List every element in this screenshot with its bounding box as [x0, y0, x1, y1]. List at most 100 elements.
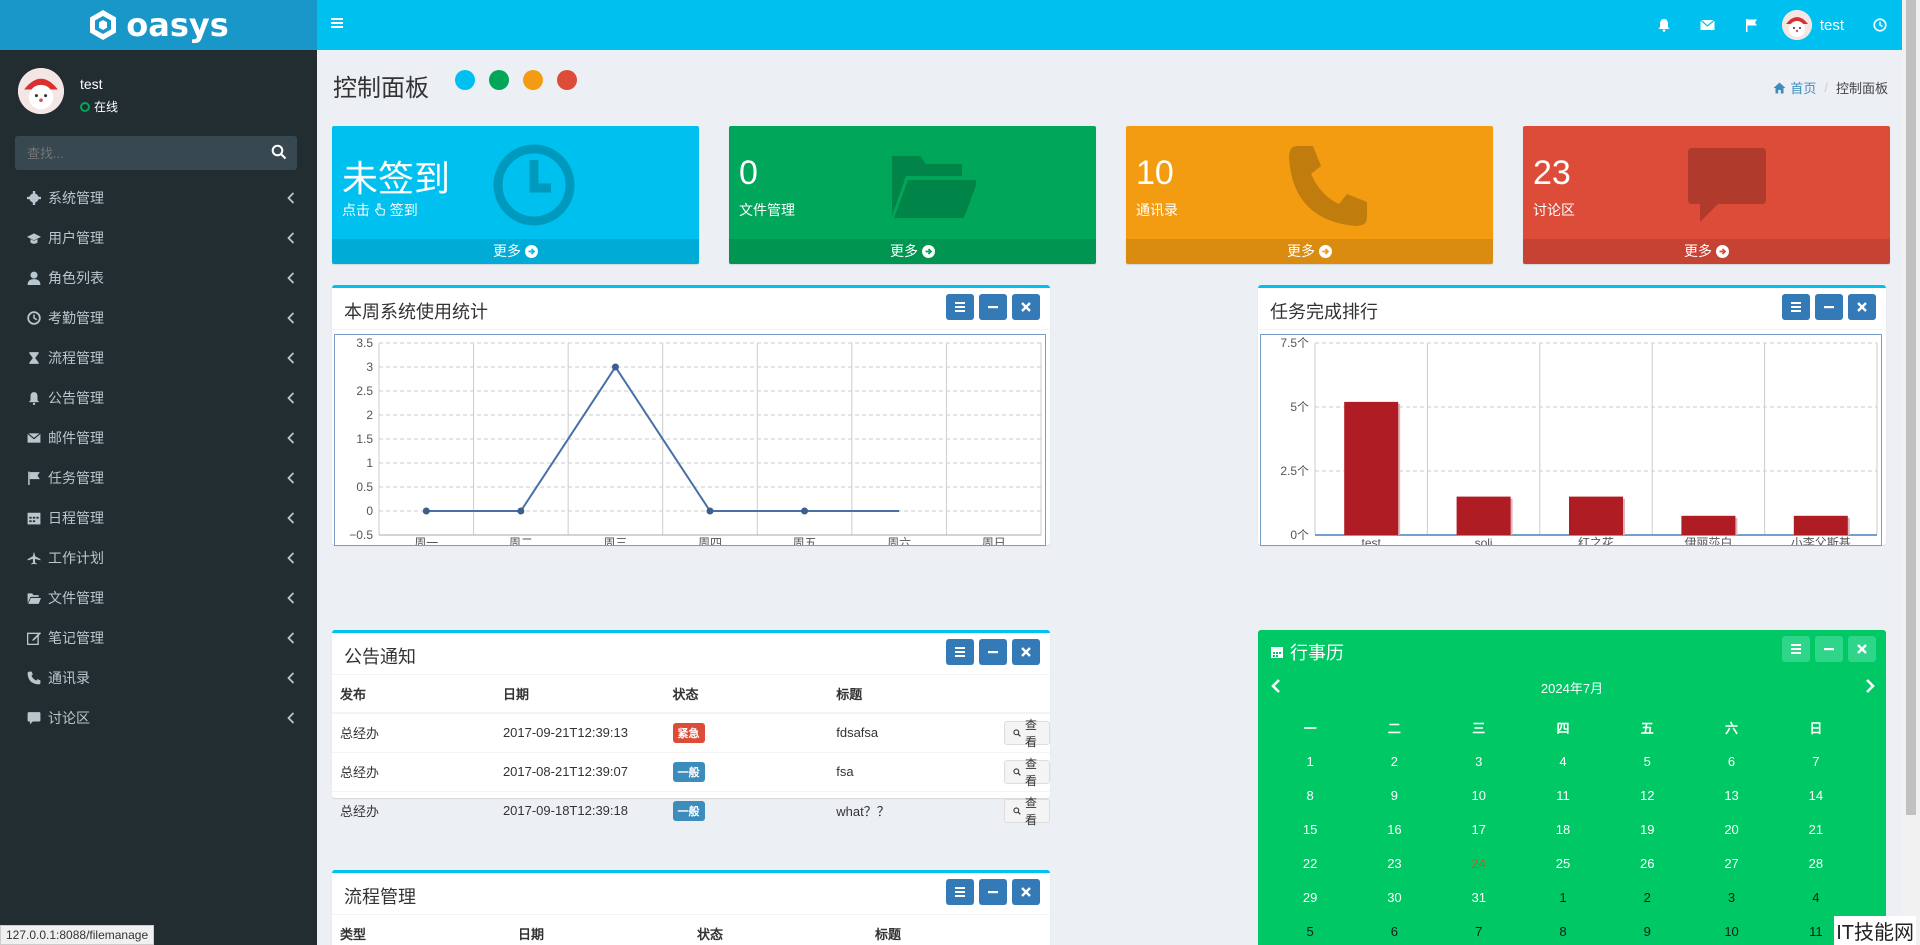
- bars-icon[interactable]: [946, 294, 974, 320]
- view-button[interactable]: 查看: [1003, 718, 1050, 749]
- view-button[interactable]: 查看: [1003, 796, 1050, 827]
- calendar-day[interactable]: 12: [1640, 787, 1655, 803]
- page-scrollbar[interactable]: [1902, 0, 1920, 945]
- calendar-day[interactable]: 16: [1387, 821, 1402, 837]
- calendar-day[interactable]: 3: [1475, 753, 1483, 769]
- sidebar-item-2[interactable]: 用户管理: [0, 218, 317, 258]
- bars-icon[interactable]: [1782, 294, 1810, 320]
- calendar-day[interactable]: 21: [1808, 821, 1824, 837]
- small-box-more-link[interactable]: 更多: [332, 239, 699, 264]
- calendar-day[interactable]: 7: [1812, 753, 1820, 769]
- theme-color-green[interactable]: [489, 70, 509, 90]
- minus-icon[interactable]: [979, 879, 1007, 905]
- sidebar-item-7[interactable]: 邮件管理: [0, 418, 317, 458]
- small-box-more-link[interactable]: 更多: [1523, 239, 1890, 264]
- calendar-day[interactable]: 24: [1471, 855, 1486, 871]
- search-icon[interactable]: [271, 144, 289, 162]
- chevron-right-icon[interactable]: [1864, 678, 1876, 694]
- logo[interactable]: oasys: [0, 0, 317, 50]
- calendar-day[interactable]: 2: [1390, 753, 1399, 769]
- calendar-day[interactable]: 9: [1643, 923, 1651, 939]
- calendar-day[interactable]: 29: [1302, 889, 1318, 905]
- calendar-day[interactable]: 13: [1724, 787, 1739, 803]
- calendar-day[interactable]: 7: [1475, 923, 1483, 939]
- calendar-day[interactable]: 4: [1812, 889, 1820, 905]
- sidebar-item-12[interactable]: 笔记管理: [0, 618, 317, 658]
- envelope-icon[interactable]: [1686, 0, 1730, 50]
- theme-color-orange[interactable]: [523, 70, 543, 90]
- flag-icon[interactable]: [1730, 0, 1774, 50]
- bars-icon[interactable]: [1782, 636, 1810, 662]
- calendar-day[interactable]: 10: [1471, 787, 1486, 803]
- sidebar-item-11[interactable]: 文件管理: [0, 578, 317, 618]
- close-icon[interactable]: [1848, 294, 1876, 320]
- sidebar-item-1[interactable]: 系统管理: [0, 178, 317, 218]
- bar: [1456, 496, 1511, 535]
- close-icon[interactable]: [1012, 879, 1040, 905]
- calendar-day[interactable]: 25: [1555, 855, 1571, 871]
- minus-icon[interactable]: [979, 294, 1007, 320]
- sidebar-item-9[interactable]: 日程管理: [0, 498, 317, 538]
- sidebar-item-3[interactable]: 角色列表: [0, 258, 317, 298]
- search-input[interactable]: [15, 136, 255, 170]
- calendar-day[interactable]: 9: [1390, 787, 1399, 803]
- calendar-day[interactable]: 27: [1724, 855, 1739, 871]
- minus-icon[interactable]: [1815, 294, 1843, 320]
- calendar-day[interactable]: 11: [1556, 787, 1570, 803]
- calendar-day[interactable]: 18: [1555, 821, 1571, 837]
- sidebar-item-13[interactable]: 通讯录: [0, 658, 317, 698]
- calendar-day[interactable]: 10: [1724, 923, 1739, 939]
- close-icon[interactable]: [1012, 294, 1040, 320]
- sidebar-toggle-icon[interactable]: [331, 14, 353, 36]
- minus-icon[interactable]: [1815, 636, 1843, 662]
- box-tools: [1782, 294, 1876, 320]
- calendar-day[interactable]: 5: [1643, 753, 1651, 769]
- calendar-day[interactable]: 22: [1302, 855, 1318, 871]
- calendar-day[interactable]: 19: [1640, 821, 1655, 837]
- small-box-label[interactable]: 点击 签到: [342, 200, 418, 220]
- calendar-day[interactable]: 17: [1471, 821, 1486, 837]
- sidebar-item-5[interactable]: 流程管理: [0, 338, 317, 378]
- calendar-day[interactable]: 20: [1724, 821, 1739, 837]
- calendar-day[interactable]: 15: [1302, 821, 1318, 837]
- bars-icon[interactable]: [946, 879, 974, 905]
- bell-icon[interactable]: [1642, 0, 1686, 50]
- chevron-left-icon[interactable]: [1270, 678, 1282, 694]
- close-icon[interactable]: [1848, 636, 1876, 662]
- calendar-day[interactable]: 28: [1808, 855, 1824, 871]
- calendar-day[interactable]: 26: [1640, 855, 1655, 871]
- sidebar-item-10[interactable]: 工作计划: [0, 538, 317, 578]
- calendar-day[interactable]: 1: [1559, 889, 1567, 905]
- theme-color-red[interactable]: [557, 70, 577, 90]
- breadcrumb-home[interactable]: 首页: [1773, 78, 1816, 97]
- bars-icon[interactable]: [946, 639, 974, 665]
- clock-icon[interactable]: [1858, 0, 1902, 50]
- calendar-day[interactable]: 4: [1559, 753, 1567, 769]
- sidebar-item-8[interactable]: 任务管理: [0, 458, 317, 498]
- calendar-day[interactable]: 31: [1471, 889, 1486, 905]
- calendar-day[interactable]: 30: [1387, 889, 1402, 905]
- scrollbar-thumb[interactable]: [1906, 0, 1916, 815]
- theme-color-blue[interactable]: [455, 70, 475, 90]
- user-menu[interactable]: test: [1774, 0, 1858, 50]
- top-header: oasys test: [0, 0, 1920, 50]
- small-box-more-link[interactable]: 更多: [1126, 239, 1493, 264]
- calendar-day[interactable]: 8: [1306, 787, 1314, 803]
- calendar-day[interactable]: 6: [1390, 923, 1399, 939]
- sidebar-item-4[interactable]: 考勤管理: [0, 298, 317, 338]
- calendar-day[interactable]: 6: [1727, 753, 1736, 769]
- calendar-day[interactable]: 23: [1387, 855, 1402, 871]
- calendar-day[interactable]: 2: [1643, 889, 1651, 905]
- calendar-day[interactable]: 3: [1727, 889, 1736, 905]
- small-box-more-link[interactable]: 更多: [729, 239, 1096, 264]
- calendar-day[interactable]: 1: [1306, 753, 1314, 769]
- calendar-day[interactable]: 14: [1808, 787, 1824, 803]
- calendar-day[interactable]: 8: [1559, 923, 1567, 939]
- sidebar-item-6[interactable]: 公告管理: [0, 378, 317, 418]
- view-button[interactable]: 查看: [1003, 757, 1050, 788]
- calendar-day[interactable]: 11: [1809, 923, 1823, 939]
- sidebar-item-14[interactable]: 讨论区: [0, 698, 317, 738]
- minus-icon[interactable]: [979, 639, 1007, 665]
- calendar-day[interactable]: 5: [1306, 923, 1314, 939]
- close-icon[interactable]: [1012, 639, 1040, 665]
